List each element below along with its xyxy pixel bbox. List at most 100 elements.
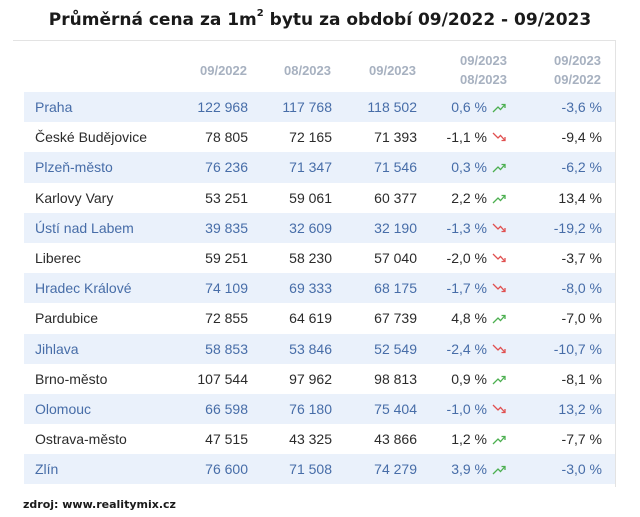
- header-year-change-line1: 09/2023: [554, 53, 601, 68]
- city-cell: Ostrava-město: [35, 431, 127, 448]
- trend-down-icon: [492, 132, 506, 142]
- city-cell: Olomouc: [24, 393, 184, 425]
- price-09-2022-cell: 76 236: [184, 152, 261, 183]
- price-09-2023-cell: 98 813: [374, 370, 417, 387]
- trend-up-icon: [492, 164, 506, 173]
- trend-down-icon: [492, 404, 506, 414]
- year-change-cell: -8,0 %: [529, 273, 615, 304]
- year-change-cell: -6,2 %: [529, 152, 615, 183]
- header-09-2022: 09/2022: [200, 62, 247, 78]
- table-row: Praha 122 968 117 768 118 502 0,6 % -3,6 %: [24, 92, 615, 123]
- price-09-2023-cell: 71 546: [345, 152, 430, 183]
- price-table: 09/2022 08/2023 09/2023 09/2023 08/2023 …: [24, 48, 615, 485]
- price-08-2023-cell: 71 508: [261, 454, 345, 485]
- month-change-cell: 3,9 %: [430, 454, 529, 485]
- table-row: Liberec 59 251 58 230 57 040 -2,0 % -3,7 %: [24, 243, 615, 273]
- table-row: Ostrava-město 47 515 43 325 43 866 1,2 % -7,7…: [24, 424, 615, 454]
- year-change-cell: -10,7 %: [529, 333, 615, 364]
- month-change-value: -2,0 %: [446, 250, 487, 267]
- trend-up-icon: [492, 466, 506, 475]
- month-change-cell: 2,2 %: [430, 183, 529, 213]
- month-change-cell: 0,9 %: [430, 364, 529, 394]
- price-09-2022-cell: 58 853: [184, 333, 261, 364]
- header-month-change: 09/2023 08/2023: [430, 48, 529, 92]
- table-row: Jihlava 58 853 53 846 52 549 -2,4 % -10,7 %: [24, 333, 615, 364]
- month-change-value: 0,6 %: [451, 99, 487, 116]
- year-change-cell: -19,2 %: [529, 212, 615, 243]
- year-change-cell: -7,7 %: [561, 431, 602, 448]
- price-08-2023-cell: 59 061: [289, 189, 332, 206]
- price-09-2023-cell: 52 549: [345, 333, 430, 364]
- year-change-cell: -7,0 %: [561, 310, 602, 327]
- price-09-2023-cell: 68 175: [345, 273, 430, 304]
- city-cell: České Budějovice: [35, 129, 148, 146]
- city-cell: Karlovy Vary: [35, 189, 114, 206]
- table-row: Karlovy Vary 53 251 59 061 60 377 2,2 % 13,4 …: [24, 183, 615, 213]
- price-09-2022-cell: 74 109: [184, 273, 261, 304]
- trend-down-icon: [492, 253, 506, 263]
- price-09-2023-cell: 71 393: [374, 129, 417, 146]
- city-cell: Plzeň-město: [24, 152, 184, 183]
- city-cell: Zlín: [24, 454, 184, 485]
- table-row: Zlín 76 600 71 508 74 279 3,9 % -3,0 %: [24, 454, 615, 485]
- trend-up-icon: [492, 375, 506, 385]
- table-header-row: 09/2022 08/2023 09/2023 09/2023 08/2023 …: [24, 48, 615, 92]
- title-rest: bytu za období 09/2022 - 09/2023: [263, 10, 592, 30]
- month-change-cell: 1,2 %: [430, 424, 529, 454]
- year-change-cell: 13,4 %: [558, 189, 602, 206]
- year-change-cell: 13,2 %: [529, 393, 615, 425]
- month-change-cell: -1,7 %: [430, 273, 529, 304]
- month-change-cell: -1,0 %: [430, 393, 529, 425]
- table-row: Plzeň-město 76 236 71 347 71 546 0,3 % -6,2 %: [24, 152, 615, 183]
- price-09-2022-cell: 66 598: [184, 393, 261, 425]
- month-change-cell: 0,3 %: [430, 152, 529, 183]
- month-change-value: 0,9 %: [451, 370, 487, 387]
- price-09-2023-cell: 75 404: [345, 393, 430, 425]
- source-note: zdroj: www.realitymix.cz: [23, 498, 176, 511]
- month-change-value: 4,8 %: [451, 310, 487, 327]
- month-change-cell: -2,0 %: [430, 243, 529, 273]
- price-09-2022-cell: 59 251: [205, 250, 248, 267]
- title-superscript: 2: [256, 8, 264, 19]
- price-09-2023-cell: 60 377: [374, 189, 417, 206]
- city-cell: Liberec: [35, 250, 81, 267]
- table-row: České Budějovice 78 805 72 165 71 393 -1,1 %…: [24, 122, 615, 152]
- year-change-cell: -9,4 %: [561, 129, 602, 146]
- price-08-2023-cell: 32 609: [261, 212, 345, 243]
- month-change-value: -1,0 %: [446, 400, 487, 417]
- month-change-value: -1,1 %: [446, 129, 487, 146]
- table-body: Praha 122 968 117 768 118 502 0,6 % -3,6 % Čes…: [24, 92, 615, 485]
- price-08-2023-cell: 71 347: [261, 152, 345, 183]
- price-08-2023-cell: 76 180: [261, 393, 345, 425]
- month-change-cell: 0,6 %: [430, 92, 529, 123]
- price-09-2022-cell: 53 251: [205, 189, 248, 206]
- price-09-2022-cell: 107 544: [197, 370, 248, 387]
- price-09-2023-cell: 67 739: [374, 310, 417, 327]
- price-08-2023-cell: 53 846: [261, 333, 345, 364]
- trend-up-icon: [492, 103, 506, 113]
- month-change-cell: -2,4 %: [430, 333, 529, 364]
- price-09-2023-cell: 57 040: [374, 250, 417, 267]
- page-title: Průměrná cena za 1m2 bytu za období 09/2…: [0, 8, 640, 30]
- price-09-2022-cell: 122 968: [184, 92, 261, 123]
- price-08-2023-cell: 64 619: [289, 310, 332, 327]
- month-change-value: -2,4 %: [446, 340, 487, 357]
- price-09-2022-cell: 39 835: [184, 212, 261, 243]
- year-change-cell: -8,1 %: [561, 370, 602, 387]
- month-change-value: 1,2 %: [451, 431, 487, 448]
- trend-up-icon: [492, 315, 506, 324]
- month-change-value: -1,7 %: [446, 280, 487, 297]
- price-08-2023-cell: 72 165: [289, 129, 332, 146]
- table-row: Hradec Králové 74 109 69 333 68 175 -1,7 % -8…: [24, 273, 615, 304]
- city-cell: Pardubice: [35, 310, 99, 327]
- city-cell: Hradec Králové: [24, 273, 184, 304]
- price-09-2022-cell: 72 855: [205, 310, 248, 327]
- price-09-2023-cell: 74 279: [345, 454, 430, 485]
- city-cell: Praha: [24, 92, 184, 123]
- price-09-2023-cell: 32 190: [345, 212, 430, 243]
- title-text: Průměrná cena za 1m: [48, 10, 257, 30]
- price-08-2023-cell: 43 325: [289, 431, 332, 448]
- month-change-cell: -1,3 %: [430, 212, 529, 243]
- price-08-2023-cell: 58 230: [289, 250, 332, 267]
- trend-down-icon: [492, 344, 506, 353]
